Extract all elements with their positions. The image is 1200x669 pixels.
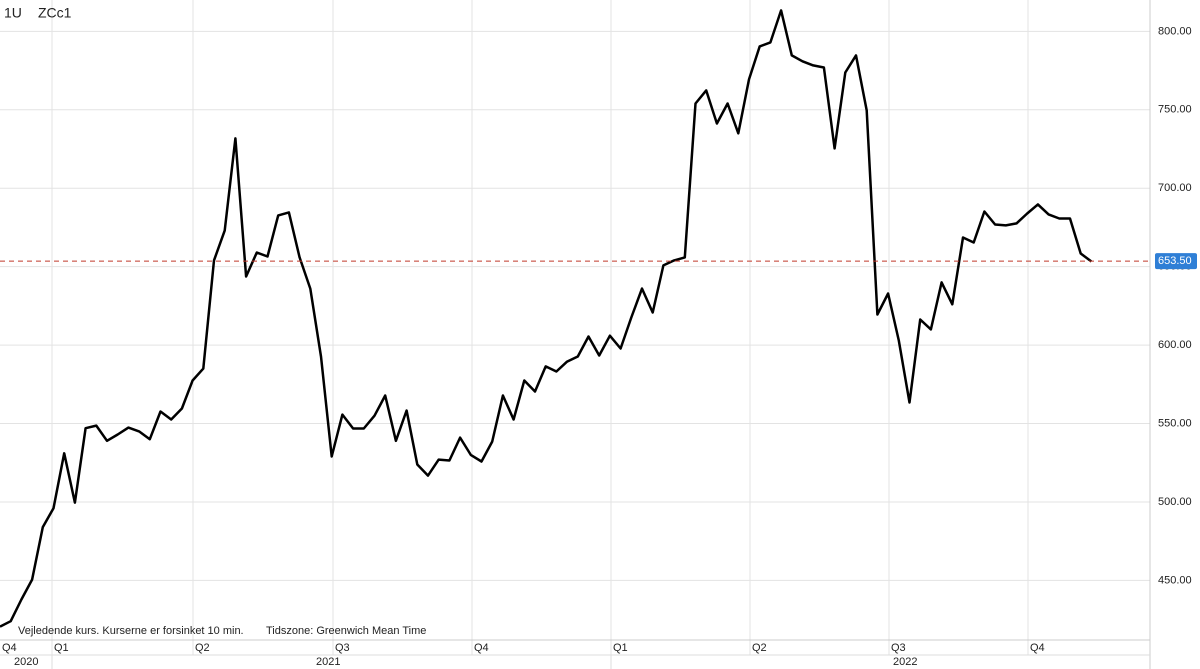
y-tick-label: 550.00 <box>1158 417 1192 429</box>
timezone: Tidszone: Greenwich Mean Time <box>266 625 426 637</box>
x-tick-label: Q4 <box>1030 642 1045 654</box>
x-tick-label: Q4 <box>2 642 17 654</box>
symbol: ZCc1 <box>38 5 72 21</box>
y-tick-label: 750.00 <box>1158 104 1192 116</box>
y-tick-label: 600.00 <box>1158 339 1192 351</box>
x-tick-label: Q2 <box>195 642 210 654</box>
price-line <box>0 9 1093 628</box>
x-tick-label: Q3 <box>891 642 906 654</box>
x-tick-label: Q4 <box>474 642 489 654</box>
year-label: 2021 <box>316 656 340 668</box>
year-label: 2020 <box>14 656 38 668</box>
footnote: Vejledende kurs. Kurserne er forsinket 1… <box>18 625 244 637</box>
grid <box>0 0 1150 655</box>
x-tick-label: Q1 <box>54 642 69 654</box>
year-label: 2022 <box>893 656 917 668</box>
y-tick-label: 800.00 <box>1158 25 1192 37</box>
x-tick-label: Q3 <box>335 642 350 654</box>
last-price-box <box>1155 253 1197 270</box>
y-tick-label: 700.00 <box>1158 182 1192 194</box>
last-price-label: 653.50 <box>1158 255 1192 267</box>
y-tick-label: 500.00 <box>1158 496 1192 508</box>
x-tick-label: Q1 <box>613 642 628 654</box>
y-tick-label: 450.00 <box>1158 574 1192 586</box>
interval: 1U <box>4 5 22 21</box>
x-tick-label: Q2 <box>752 642 767 654</box>
